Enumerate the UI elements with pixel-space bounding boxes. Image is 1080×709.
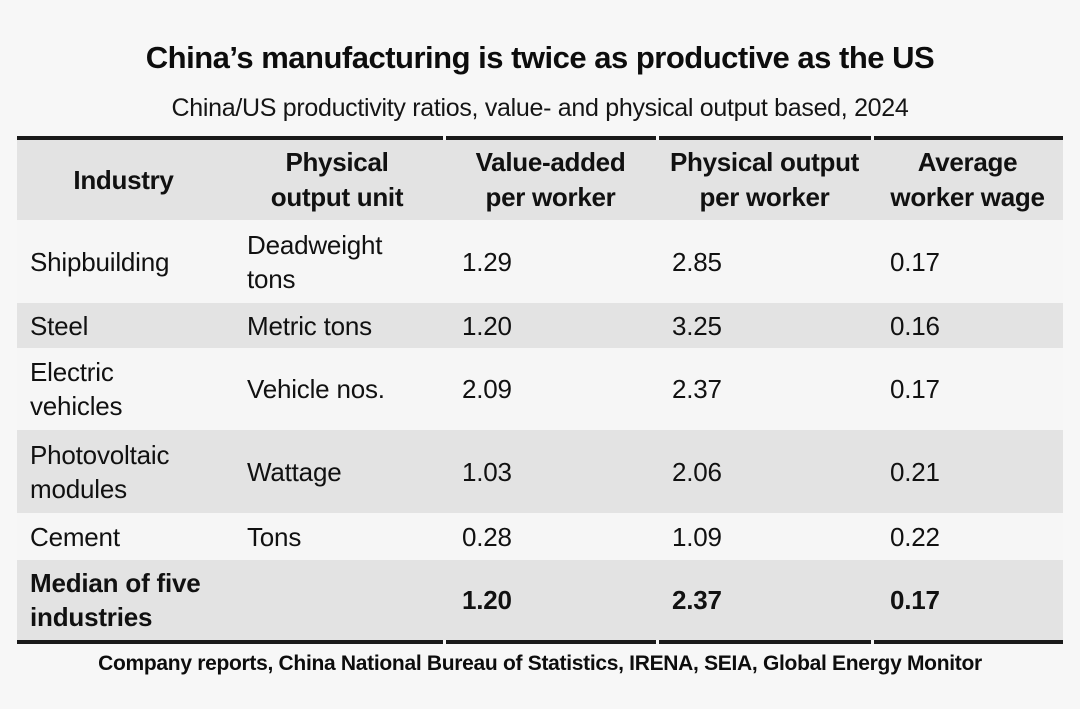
cell-industry: Shipbuilding (30, 246, 170, 277)
cell-wage: 0.22 (890, 521, 940, 552)
col-header-physical-output-per-worker: Physical output per worker (669, 147, 860, 212)
source-note: Company reports, China National Bureau o… (98, 652, 982, 675)
table-row-steel: Steel Metric tons 1.20 3.25 0.16 (17, 303, 1063, 348)
cell-unit: Tons (247, 521, 302, 552)
cell-physical-output: 1.09 (672, 521, 722, 552)
cell-wage: 0.17 (890, 246, 940, 277)
table-bottom-rule (17, 640, 1063, 644)
cell-wage: 0.17 (890, 585, 940, 615)
cell-unit: Vehicle nos. (247, 374, 385, 404)
cell-physical-output: 2.37 (672, 374, 722, 404)
cell-value-added: 1.20 (462, 310, 512, 341)
cell-industry: Electric vehicles (30, 357, 123, 421)
cell-industry: Median of five industries (30, 568, 201, 632)
col-header-average-worker-wage: Average worker wage (890, 147, 1045, 212)
cell-value-added: 2.09 (462, 374, 512, 404)
cell-value-added: 1.03 (462, 456, 512, 487)
cell-physical-output: 2.06 (672, 456, 722, 487)
cell-unit: Wattage (247, 456, 342, 487)
cell-unit: Metric tons (247, 310, 372, 341)
cell-wage: 0.16 (890, 310, 940, 341)
cell-physical-output: 2.37 (672, 585, 722, 615)
table-row-cement: Cement Tons 0.28 1.09 0.22 (17, 513, 1063, 560)
cell-physical-output: 2.85 (672, 246, 722, 277)
chart-title: China’s manufacturing is twice as produc… (145, 40, 935, 75)
cell-value-added: 1.20 (462, 585, 512, 615)
col-header-industry: Industry (73, 164, 174, 195)
cell-industry: Steel (30, 310, 89, 341)
col-header-value-added-per-worker: Value-added per worker (475, 147, 626, 212)
table-header-row: Industry Physical output unit Value-adde… (17, 140, 1063, 220)
cell-value-added: 1.29 (462, 246, 512, 277)
table-row-shipbuilding: Shipbuilding Deadweight tons 1.29 2.85 0… (17, 220, 1063, 303)
productivity-table: Industry Physical output unit Value-adde… (17, 136, 1063, 644)
chart-subtitle: China/US productivity ratios, value- and… (171, 94, 909, 122)
cell-industry: Photovoltaic modules (30, 439, 170, 504)
cell-physical-output: 3.25 (672, 310, 722, 341)
table-summary-row-median: Median of five industries 1.20 2.37 0.17 (17, 560, 1063, 640)
cell-value-added: 0.28 (462, 521, 512, 552)
table-row-electric-vehicles: Electric vehicles Vehicle nos. 2.09 2.37… (17, 348, 1063, 430)
col-header-physical-output-unit: Physical output unit (270, 147, 404, 212)
cell-wage: 0.17 (890, 374, 940, 404)
cell-industry: Cement (30, 521, 120, 552)
table-top-rule (17, 136, 1063, 140)
cell-wage: 0.21 (890, 456, 940, 487)
cell-unit: Deadweight tons (247, 229, 383, 294)
table-row-photovoltaic-modules: Photovoltaic modules Wattage 1.03 2.06 0… (17, 430, 1063, 513)
